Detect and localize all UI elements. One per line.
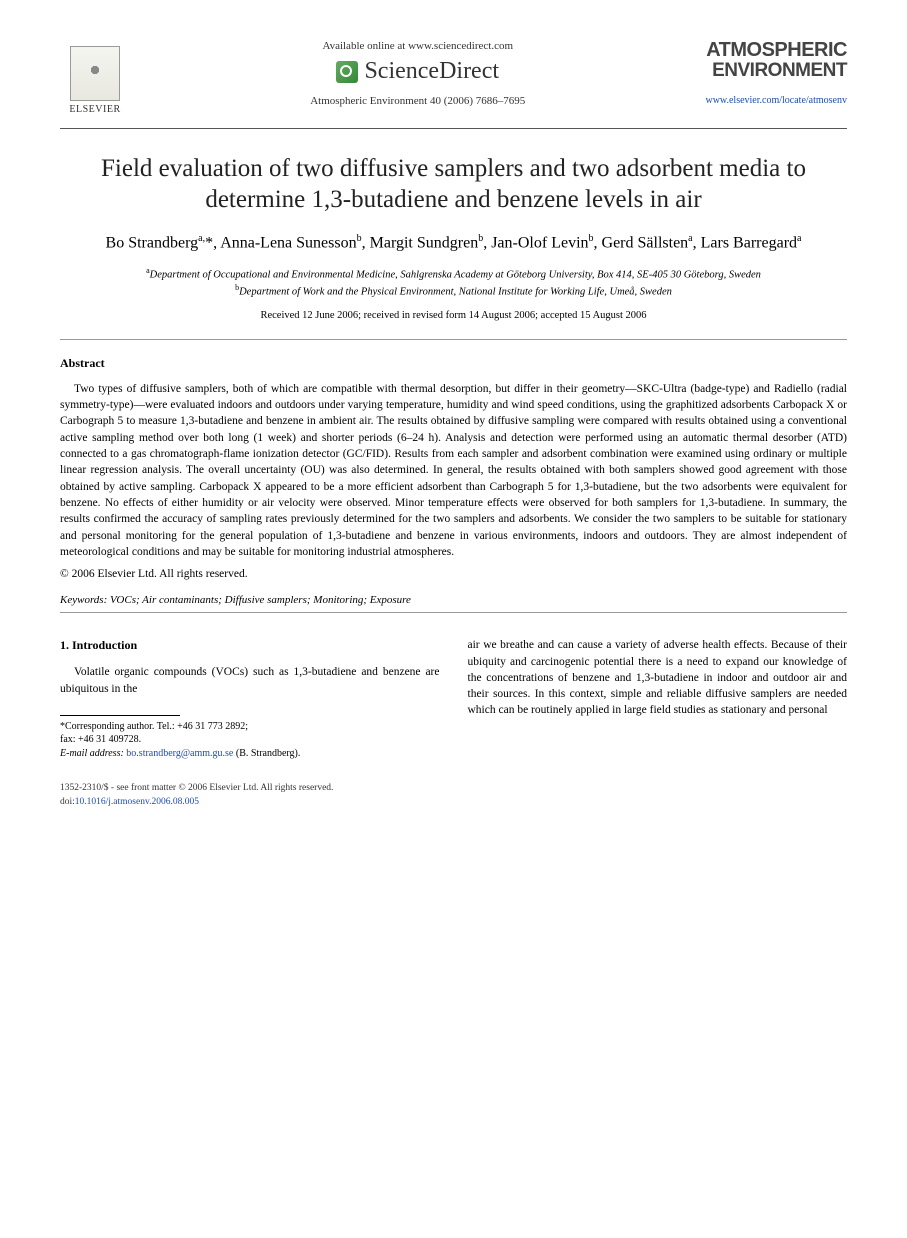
introduction-col1-text: Volatile organic compounds (VOCs) such a… xyxy=(60,664,440,697)
corresponding-email-line: E-mail address: bo.strandberg@amm.gu.se … xyxy=(60,747,440,761)
corresponding-fax: fax: +46 31 409728. xyxy=(60,733,440,747)
affiliations: aDepartment of Occupational and Environm… xyxy=(60,266,847,299)
abstract-copyright: © 2006 Elsevier Ltd. All rights reserved… xyxy=(60,568,847,580)
publisher-name: ELSEVIER xyxy=(69,104,120,115)
footer-doi-line: doi:10.1016/j.atmosenv.2006.08.005 xyxy=(60,796,847,809)
column-right: air we breathe and can cause a variety o… xyxy=(468,637,848,760)
elsevier-logo: ELSEVIER xyxy=(60,40,130,120)
introduction-col2-text: air we breathe and can cause a variety o… xyxy=(468,637,848,719)
keywords-label: Keywords: xyxy=(60,594,107,606)
journal-url[interactable]: www.elsevier.com/locate/atmosenv xyxy=(705,95,847,106)
affiliation-b: bDepartment of Work and the Physical Env… xyxy=(60,283,847,300)
abstract-paragraph: Two types of diffusive samplers, both of… xyxy=(60,381,847,561)
introduction-heading: 1. Introduction xyxy=(60,637,440,654)
header-center: Available online at www.sciencedirect.co… xyxy=(130,40,705,107)
header-row: ELSEVIER Available online at www.science… xyxy=(60,40,847,120)
abstract-top-rule xyxy=(60,339,847,340)
affiliation-a: aDepartment of Occupational and Environm… xyxy=(60,266,847,283)
corresponding-author: *Corresponding author. Tel.: +46 31 773 … xyxy=(60,720,440,734)
available-online-text: Available online at www.sciencedirect.co… xyxy=(150,40,685,52)
article-dates: Received 12 June 2006; received in revis… xyxy=(60,310,847,321)
journal-url-link[interactable]: www.elsevier.com/locate/atmosenv xyxy=(705,95,847,106)
footnotes: *Corresponding author. Tel.: +46 31 773 … xyxy=(60,720,440,761)
abstract-heading: Abstract xyxy=(60,356,847,371)
footer-front-matter: 1352-2310/$ - see front matter © 2006 El… xyxy=(60,782,847,795)
column-left: 1. Introduction Volatile organic compoun… xyxy=(60,637,440,760)
footnote-separator xyxy=(60,715,180,716)
doi-link[interactable]: 10.1016/j.atmosenv.2006.08.005 xyxy=(75,797,199,807)
journal-title-box: ATMOSPHERIC ENVIRONMENT www.elsevier.com… xyxy=(705,40,847,106)
email-suffix: (B. Strandberg). xyxy=(236,748,301,759)
keywords-text: VOCs; Air contaminants; Diffusive sample… xyxy=(110,594,411,606)
header-rule xyxy=(60,128,847,129)
journal-reference: Atmospheric Environment 40 (2006) 7686–7… xyxy=(150,95,685,107)
journal-title-line1: ATMOSPHERIC xyxy=(705,40,847,61)
footer: 1352-2310/$ - see front matter © 2006 El… xyxy=(60,782,847,809)
elsevier-tree-icon xyxy=(70,46,120,101)
journal-title: ATMOSPHERIC ENVIRONMENT xyxy=(705,40,847,81)
body-columns: 1. Introduction Volatile organic compoun… xyxy=(60,637,847,760)
abstract-body: Two types of diffusive samplers, both of… xyxy=(60,381,847,561)
email-link[interactable]: bo.strandberg@amm.gu.se xyxy=(126,748,233,759)
sciencedirect-icon xyxy=(336,61,358,83)
email-label: E-mail address: xyxy=(60,748,124,759)
keywords: Keywords: VOCs; Air contaminants; Diffus… xyxy=(60,594,847,606)
keywords-rule xyxy=(60,612,847,613)
sciencedirect-brand: ScienceDirect xyxy=(150,58,685,85)
article-title: Field evaluation of two diffusive sample… xyxy=(60,153,847,216)
sciencedirect-text: ScienceDirect xyxy=(364,58,499,85)
journal-title-line2: ENVIRONMENT xyxy=(705,61,847,81)
doi-label: doi: xyxy=(60,797,75,807)
authors: Bo Strandberga,*, Anna-Lena Sunessonb, M… xyxy=(60,232,847,255)
